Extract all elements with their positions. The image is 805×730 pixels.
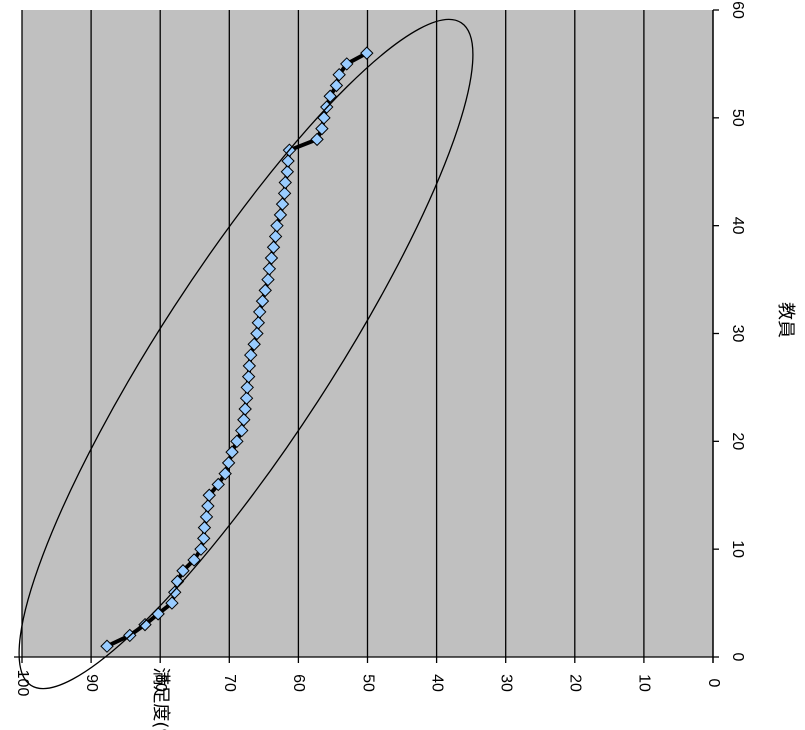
data-point <box>235 423 249 438</box>
data-point <box>255 294 270 308</box>
data-point <box>187 553 201 567</box>
data-point <box>239 391 254 405</box>
data-point <box>329 78 344 93</box>
data-point <box>211 477 225 492</box>
data-point <box>197 531 211 546</box>
data-point <box>194 542 208 556</box>
x-tick-label: 0 <box>729 653 746 662</box>
data-point <box>244 348 258 362</box>
x-tick-label: 40 <box>729 217 746 235</box>
data-point <box>218 466 232 481</box>
y-tick-label: 20 <box>567 674 584 692</box>
data-point <box>268 229 283 244</box>
data-point <box>264 251 279 265</box>
data-point <box>277 186 292 201</box>
data-point <box>340 57 354 71</box>
data-point <box>197 520 212 535</box>
x-tick-label: 20 <box>729 432 746 450</box>
data-point <box>240 380 254 395</box>
data-series <box>100 46 374 653</box>
data-point <box>360 46 374 60</box>
data-point <box>250 326 264 341</box>
data-point <box>238 402 252 416</box>
data-point <box>275 197 290 211</box>
data-point <box>280 165 295 179</box>
y-tick-label: 50 <box>359 674 376 692</box>
data-point <box>332 67 346 82</box>
data-point <box>310 132 324 147</box>
data-point <box>262 262 277 276</box>
data-point <box>278 175 292 190</box>
x-tick-label: 30 <box>729 325 746 343</box>
y-tick-label: 30 <box>497 674 514 692</box>
data-point <box>165 596 179 610</box>
data-point <box>273 208 288 222</box>
data-point <box>281 154 295 168</box>
data-point <box>225 445 239 459</box>
data-point <box>266 240 281 254</box>
data-point <box>315 121 329 136</box>
data-point <box>168 585 182 600</box>
tick-labels: 0 10 20 30 40 50 60 0 10 20 30 40 50 60 70 80 90 100 <box>14 1 746 696</box>
data-point <box>261 272 275 287</box>
data-point <box>221 456 236 470</box>
data-point <box>237 413 251 427</box>
y-axis-title: 満足度(%) <box>150 667 171 730</box>
y-tick-label: 10 <box>636 674 653 692</box>
data-point <box>252 305 267 319</box>
data-point <box>242 359 257 373</box>
y-tick-label: 100 <box>14 670 31 697</box>
data-point <box>199 510 214 524</box>
data-point <box>247 337 261 351</box>
gridlines <box>21 10 714 657</box>
data-point <box>323 89 337 103</box>
y-tick-label: 80 <box>152 674 169 692</box>
annotation-ellipse <box>18 18 474 690</box>
y-tick-label: 70 <box>221 674 238 692</box>
x-axis-title: 教員 <box>775 302 796 338</box>
x-tick-label: 50 <box>729 109 746 127</box>
data-point <box>202 488 216 502</box>
data-point <box>230 434 244 449</box>
data-point <box>176 564 190 578</box>
axes <box>14 9 719 663</box>
y-tick-label: 0 <box>705 679 722 688</box>
y-tick-label: 40 <box>428 674 445 692</box>
data-point <box>201 499 215 513</box>
data-point <box>138 617 152 632</box>
data-point <box>258 283 272 298</box>
data-point <box>100 639 114 653</box>
y-tick-label: 60 <box>290 674 307 692</box>
x-tick-label: 10 <box>729 540 746 558</box>
x-tick-label: 60 <box>729 1 746 19</box>
data-point <box>241 369 256 384</box>
data-point <box>270 218 284 233</box>
data-point <box>251 316 266 330</box>
y-tick-label: 90 <box>83 674 100 692</box>
